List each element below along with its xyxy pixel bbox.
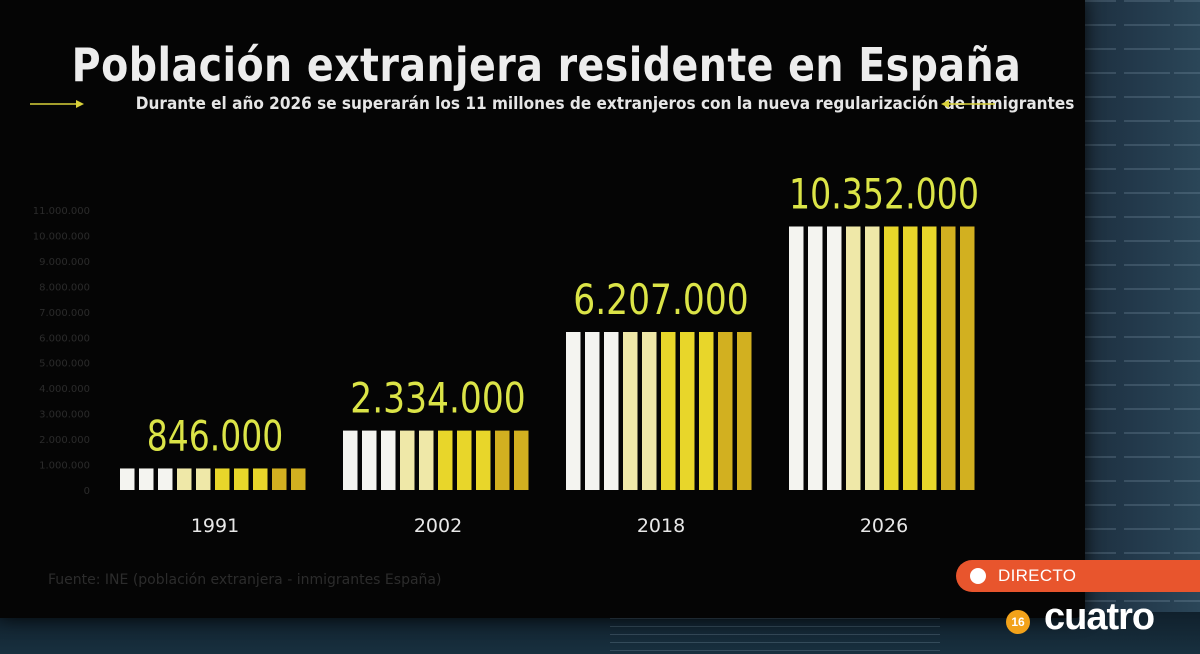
bar-stripe — [566, 332, 581, 490]
value-label-2018: 6.207.000 — [573, 275, 749, 324]
channel-logo: cuatro — [1044, 596, 1155, 638]
chart-title: Población extranjera residente en España — [71, 38, 1022, 92]
bar-stripe — [400, 430, 415, 490]
bar-stripe — [922, 226, 937, 490]
value-label-2002: 2.334.000 — [350, 374, 526, 423]
chart-subtitle: Durante el año 2026 se superarán los 11 … — [135, 94, 1075, 114]
bar-stripe — [362, 430, 377, 490]
bar-stripe — [215, 468, 230, 490]
axis-tick-label: 5.000.000 — [39, 359, 90, 370]
chart-screen: Población extranjera residente en España… — [0, 0, 1085, 618]
bar-stripe — [495, 430, 510, 490]
axis-tick-label: 11.000.000 — [33, 206, 90, 217]
axis-tick-label: 7.000.000 — [39, 308, 90, 319]
bar-stripe — [457, 430, 472, 490]
bar-stripe — [120, 468, 135, 490]
category-label-2002: 2002 — [414, 515, 462, 537]
axis-tick-label: 10.000.000 — [33, 231, 90, 242]
subtitle-row: Durante el año 2026 se superarán los 11 … — [30, 94, 1075, 118]
bar-stripe — [476, 430, 491, 490]
value-label-2026: 10.352.000 — [789, 169, 979, 218]
bar-stripe — [718, 332, 733, 490]
arrow-left-icon — [941, 100, 995, 108]
bar-stripe — [789, 226, 804, 490]
category-label-2018: 2018 — [637, 515, 685, 537]
bar-stripe — [272, 468, 287, 490]
bar-stripe — [827, 226, 842, 490]
bar-stripe — [808, 226, 823, 490]
bar-stripe — [903, 226, 918, 490]
source-note: Fuente: INE (población extranjera - inmi… — [48, 572, 442, 588]
bar-stripe — [158, 468, 173, 490]
live-label: DIRECTO — [998, 566, 1077, 585]
bar-stripe — [381, 430, 396, 490]
bar-stripe — [846, 226, 861, 490]
bar-stripe — [291, 468, 306, 490]
axis-tick-label: 8.000.000 — [39, 282, 90, 293]
bar-stripe — [642, 332, 657, 490]
bar-stripe — [661, 332, 676, 490]
bar-stripe — [419, 430, 434, 490]
bar-stripe — [865, 226, 880, 490]
bar-2002 — [343, 430, 529, 490]
bar-stripe — [680, 332, 695, 490]
bar-stripe — [941, 226, 956, 490]
axis-tick-label: 0 — [84, 486, 90, 497]
axis-tick-label: 2.000.000 — [39, 435, 90, 446]
bar-2018 — [566, 332, 752, 490]
bar-stripe — [253, 468, 268, 490]
value-label-1991: 846.000 — [147, 411, 284, 460]
bar-stripe — [196, 468, 211, 490]
bar-stripe — [514, 430, 529, 490]
arrow-right-icon — [30, 100, 84, 108]
axis-tick-label: 1.000.000 — [39, 461, 90, 472]
bar-stripe — [960, 226, 975, 490]
axis-tick-label: 4.000.000 — [39, 384, 90, 395]
bar-stripe — [234, 468, 249, 490]
bar-2026 — [789, 226, 975, 490]
bar-stripe — [737, 332, 752, 490]
axis-tick-label: 3.000.000 — [39, 410, 90, 421]
bar-stripe — [884, 226, 899, 490]
bar-chart: 11.000.000 10.000.000 9.000.000 8.000.000 7.… — [33, 169, 979, 537]
bar-stripe — [585, 332, 600, 490]
axis-tick-label: 6.000.000 — [39, 333, 90, 344]
bar-stripe — [139, 468, 154, 490]
bar-stripe — [177, 468, 192, 490]
bar-stripe — [438, 430, 453, 490]
category-label-1991: 1991 — [191, 515, 239, 537]
live-dot-icon — [970, 568, 986, 584]
channel-number: 16 — [1006, 610, 1030, 634]
bar-stripe — [699, 332, 714, 490]
bar-stripe — [343, 430, 358, 490]
studio-floor — [0, 612, 1200, 654]
live-badge: DIRECTO — [956, 560, 1200, 592]
category-label-2026: 2026 — [860, 515, 908, 537]
bar-stripe — [604, 332, 619, 490]
bar-1991 — [120, 468, 306, 490]
bar-stripe — [623, 332, 638, 490]
axis-tick-label: 9.000.000 — [39, 257, 90, 268]
